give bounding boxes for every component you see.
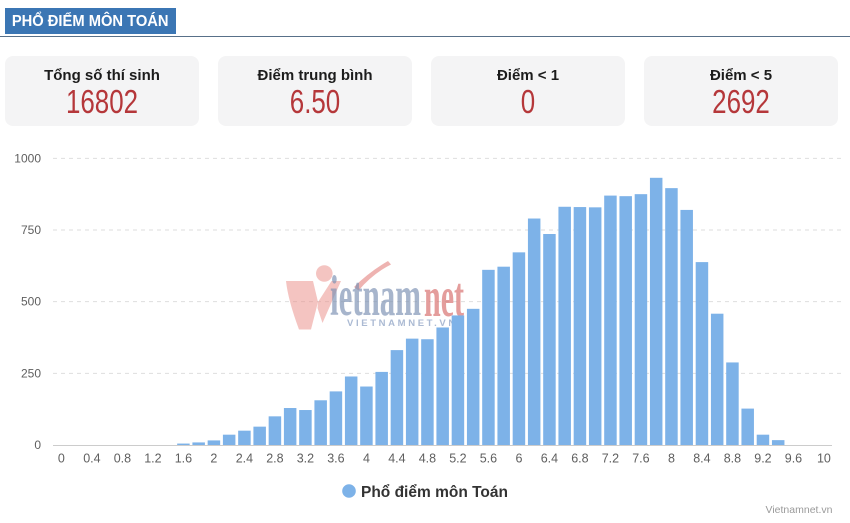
svg-text:6.4: 6.4 — [541, 452, 558, 466]
svg-text:2.4: 2.4 — [236, 452, 253, 466]
svg-text:4: 4 — [363, 452, 370, 466]
svg-text:Phổ điểm môn Toán: Phổ điểm môn Toán — [361, 484, 508, 501]
svg-text:3.6: 3.6 — [327, 452, 344, 466]
svg-text:10: 10 — [817, 452, 831, 466]
svg-text:ietnam: ietnam — [330, 265, 421, 328]
svg-text:4.4: 4.4 — [388, 452, 405, 466]
svg-text:9.6: 9.6 — [785, 452, 802, 466]
svg-text:2: 2 — [210, 452, 217, 466]
svg-text:8.8: 8.8 — [724, 452, 741, 466]
svg-text:8: 8 — [668, 452, 675, 466]
svg-text:0: 0 — [34, 438, 41, 452]
svg-text:0: 0 — [58, 452, 65, 466]
svg-text:5.2: 5.2 — [449, 452, 466, 466]
svg-text:0.4: 0.4 — [83, 452, 100, 466]
svg-text:1.2: 1.2 — [144, 452, 161, 466]
svg-text:5.6: 5.6 — [480, 452, 497, 466]
svg-text:3.2: 3.2 — [297, 452, 314, 466]
svg-text:4.8: 4.8 — [419, 452, 436, 466]
svg-text:7.6: 7.6 — [632, 452, 649, 466]
svg-text:250: 250 — [21, 366, 41, 380]
svg-text:1000: 1000 — [14, 151, 41, 165]
svg-text:7.2: 7.2 — [602, 452, 619, 466]
svg-text:1.6: 1.6 — [175, 452, 192, 466]
svg-text:0.8: 0.8 — [114, 452, 131, 466]
svg-text:8.4: 8.4 — [693, 452, 710, 466]
svg-text:Vietnamnet.vn: Vietnamnet.vn — [766, 504, 833, 516]
svg-text:500: 500 — [21, 295, 41, 309]
svg-text:750: 750 — [21, 223, 41, 237]
svg-text:VIETNAMNET.VN: VIETNAMNET.VN — [347, 318, 457, 329]
svg-text:2.8: 2.8 — [266, 452, 283, 466]
svg-text:6.8: 6.8 — [571, 452, 588, 466]
svg-text:6: 6 — [515, 452, 522, 466]
svg-text:9.2: 9.2 — [754, 452, 771, 466]
